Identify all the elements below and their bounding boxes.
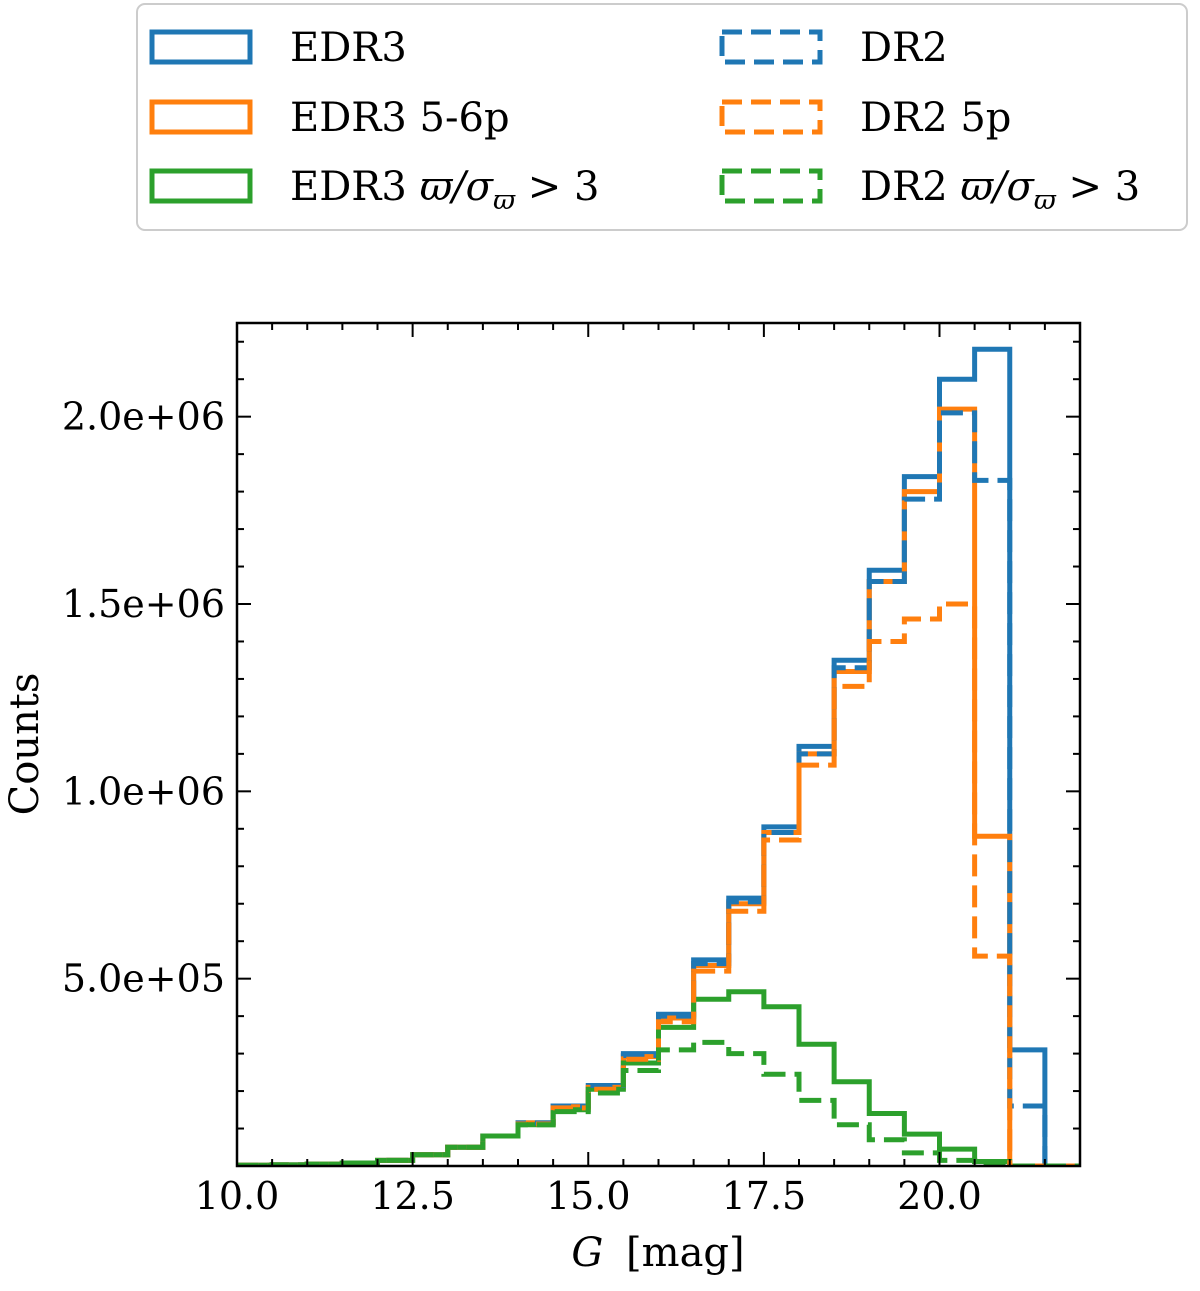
y-tick-label: 5.0e+05	[62, 957, 225, 1001]
legend-swatch	[149, 29, 253, 65]
legend: EDR3 DR2 EDR3 5-6p DR2 5p EDR3 ϖ/σϖ > 3 DR2 ϖ…	[136, 3, 1188, 231]
legend-swatch	[149, 99, 253, 135]
x-tick-label: 15.0	[546, 1174, 631, 1218]
x-tick-label: 12.5	[370, 1174, 455, 1218]
legend-swatch	[149, 168, 253, 204]
legend-entry: EDR3	[149, 25, 407, 71]
y-tick-label: 1.0e+06	[62, 769, 225, 813]
legend-swatch	[719, 168, 823, 204]
y-axis-label: Counts	[2, 673, 48, 816]
series-5-step-line	[237, 1039, 1080, 1166]
y-tick-label: 1.5e+06	[62, 582, 225, 626]
y-axis: 5.0e+05 1.0e+06 1.5e+06 2.0e+06	[62, 340, 1080, 1167]
legend-label: DR2	[860, 25, 948, 71]
x-axis-label-unit: [mag]	[626, 1230, 745, 1276]
legend-entry: DR2 ϖ/σϖ > 3	[719, 164, 1140, 216]
x-tick-label: 10.0	[195, 1174, 280, 1218]
x-tick-label: 17.5	[722, 1174, 807, 1218]
x-axis-label-symbol: G	[571, 1230, 603, 1276]
legend-label: EDR3 ϖ/σϖ > 3	[290, 164, 599, 216]
x-axis-label: G [mag]	[571, 1230, 744, 1276]
legend-label: DR2 5p	[860, 95, 1011, 141]
legend-swatch	[719, 99, 823, 135]
x-axis: 10.0 12.5 15.0 17.5 20.0	[195, 323, 1081, 1218]
legend-entry: EDR3 5-6p	[149, 95, 510, 141]
series-4-step-line	[237, 601, 1080, 1166]
legend-entry: DR2 5p	[719, 95, 1011, 141]
legend-label: DR2 ϖ/σϖ > 3	[860, 164, 1140, 216]
plot-area: 10.0 12.5 15.0 17.5 20.0 5.0e+05 1.0e+06 1.5e+…	[2, 321, 1082, 1276]
legend-frame	[136, 3, 1188, 231]
legend-entry: EDR3 ϖ/σϖ > 3	[149, 164, 599, 216]
legend-swatch	[719, 29, 823, 65]
legend-label: EDR3	[290, 25, 407, 71]
x-tick-label: 20.0	[897, 1174, 982, 1218]
legend-entry: DR2	[719, 25, 948, 71]
legend-label: EDR3 5-6p	[290, 95, 510, 141]
series-layer	[237, 346, 1080, 1166]
y-tick-label: 2.0e+06	[62, 395, 225, 439]
